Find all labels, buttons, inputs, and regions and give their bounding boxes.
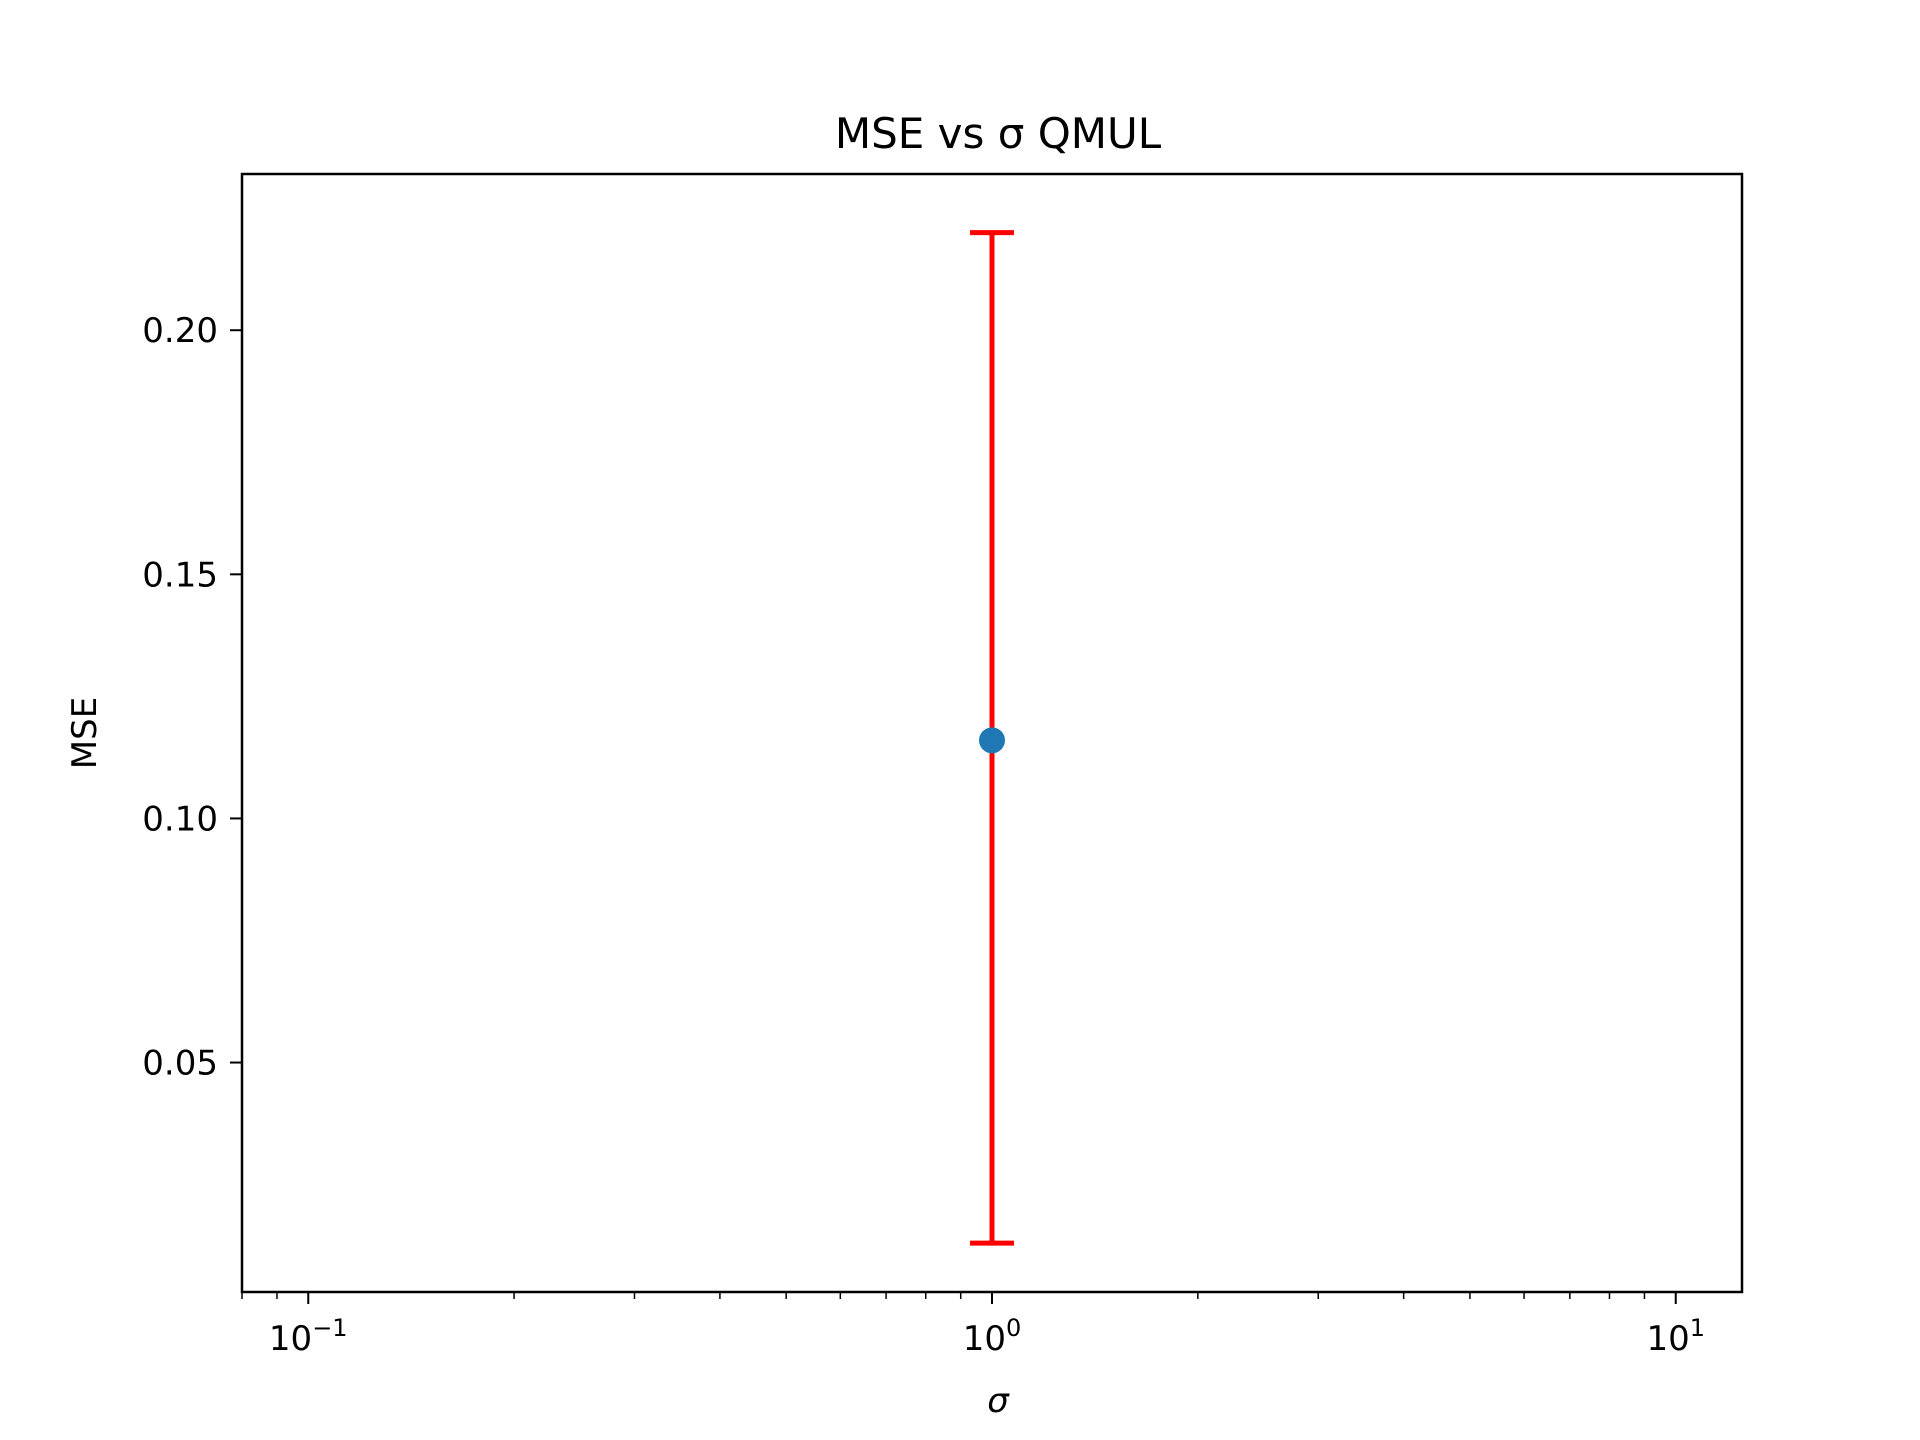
y-axis-label: MSE — [65, 697, 105, 769]
y-axis: 0.05 0.10 0.15 0.20 — [142, 311, 242, 1084]
y-tick-label: 0.10 — [142, 799, 218, 839]
x-tick-label: 10−1 — [269, 1314, 348, 1359]
y-tick-label: 0.15 — [142, 555, 218, 595]
x-axis: 10−1 100 101 — [241, 1292, 1705, 1359]
x-tick-label: 100 — [963, 1314, 1022, 1359]
chart-title: MSE vs σ QMUL — [835, 109, 1162, 158]
x-tick-label: 101 — [1646, 1314, 1705, 1359]
data-point — [979, 727, 1005, 754]
x-axis-label: σ — [987, 1381, 1010, 1421]
y-tick-label: 0.20 — [142, 311, 218, 351]
y-tick-label: 0.05 — [142, 1044, 218, 1084]
plot-area — [970, 230, 1014, 1246]
